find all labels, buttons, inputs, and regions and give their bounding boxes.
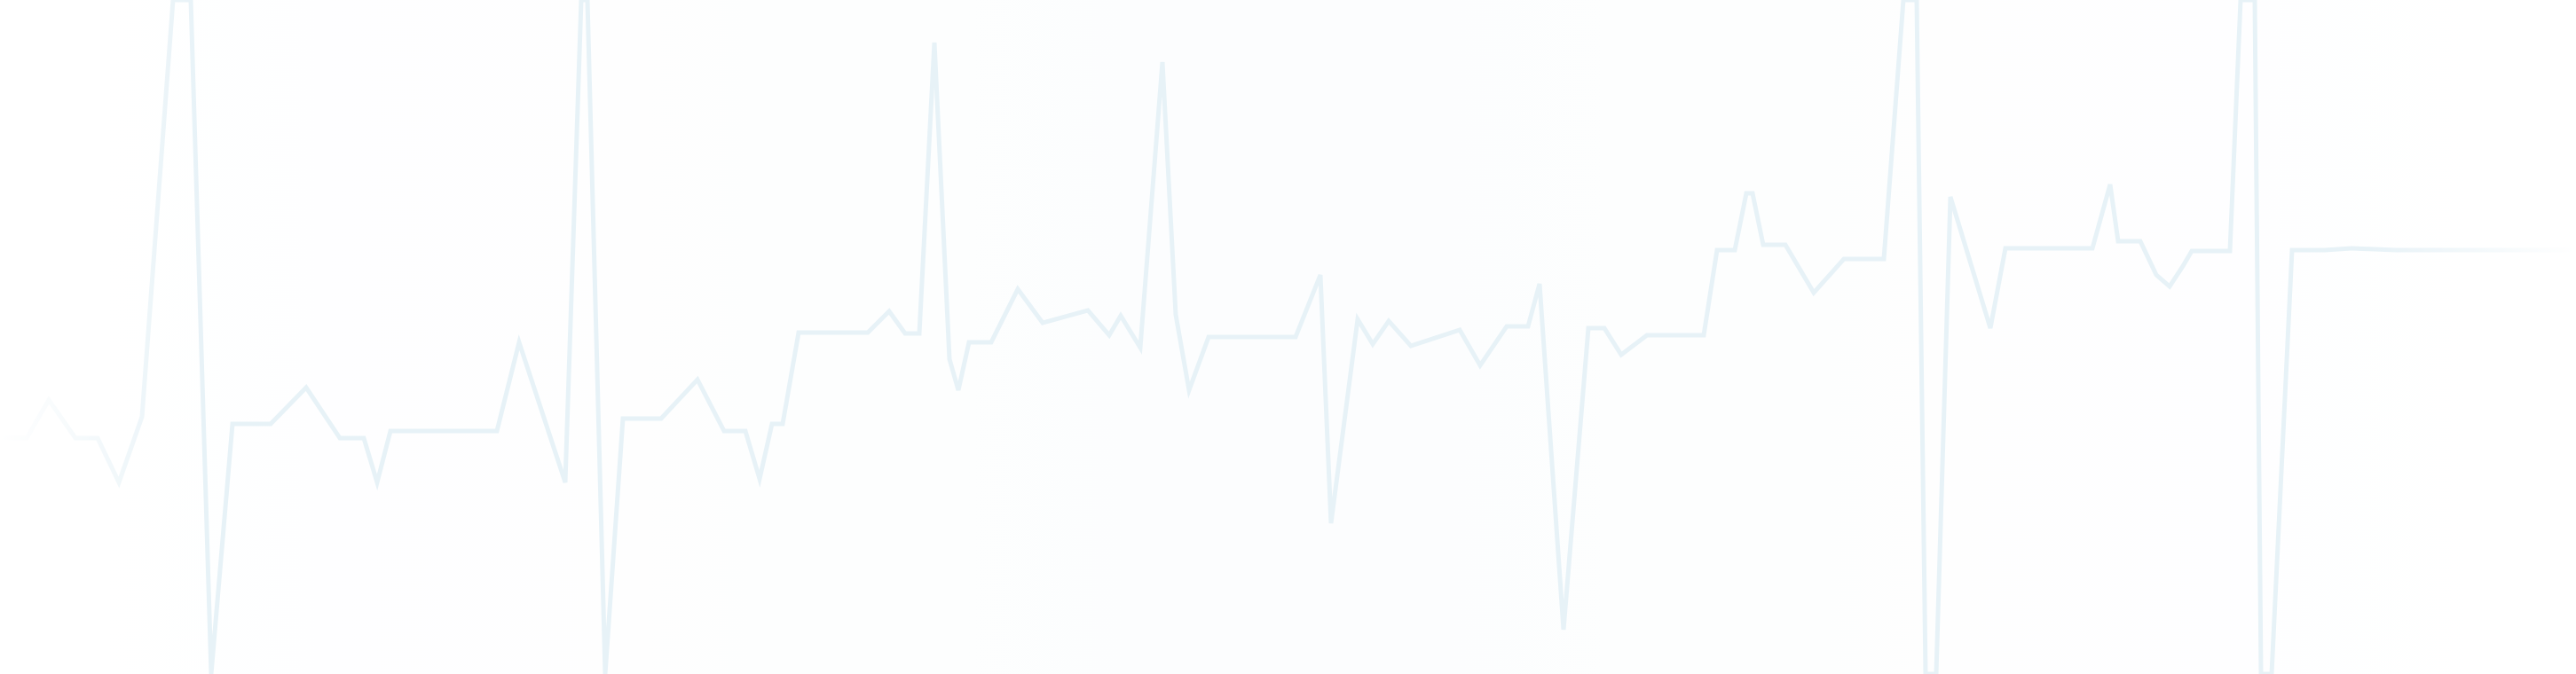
heartbeat-banner xyxy=(0,0,2576,674)
heartbeat-line xyxy=(0,0,2576,674)
heartbeat-line-graphic xyxy=(0,0,2576,674)
